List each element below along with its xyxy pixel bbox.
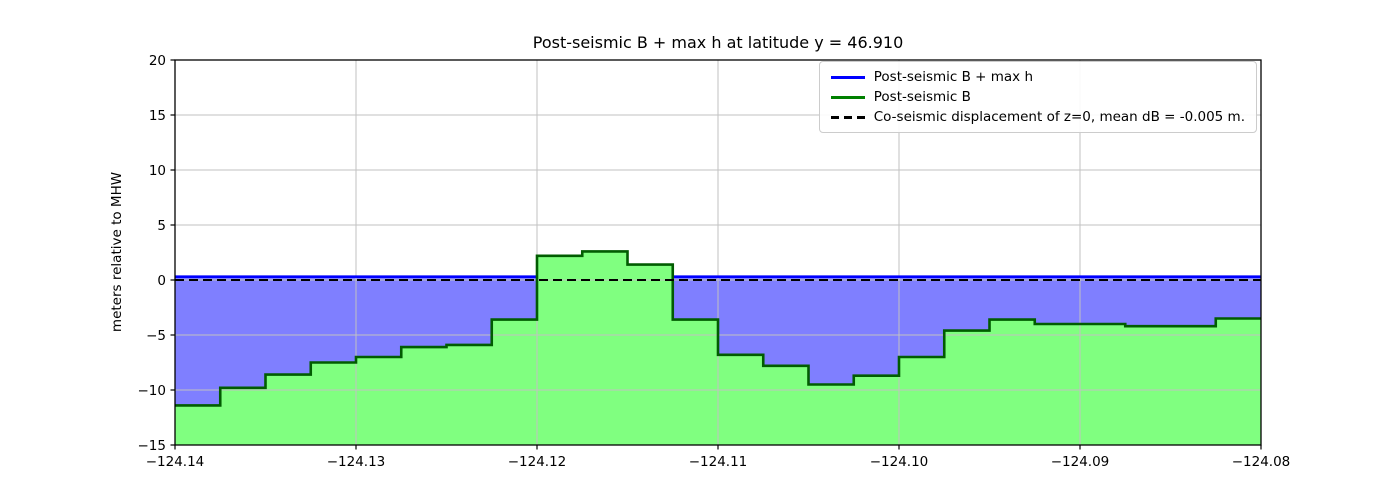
x-tick-label-0: −124.14: [146, 454, 205, 470]
legend-line-sample-green: [830, 95, 865, 99]
y-tick-label-6: −10: [138, 383, 167, 399]
x-tick-label-2: −124.12: [508, 454, 567, 470]
y-tick-label-1: 15: [149, 108, 166, 124]
y-tick-label-3: 5: [157, 218, 166, 234]
legend-label: Post-seismic B + max h: [873, 69, 1034, 85]
y-tick-label-7: −15: [138, 438, 167, 454]
y-tick-label-5: −5: [146, 328, 166, 344]
legend-line-sample-dashed: [830, 115, 865, 119]
y-tick-label-2: 10: [149, 163, 166, 179]
legend-item-b-plus-maxh: Post-seismic B + max h: [830, 69, 1245, 85]
legend-label: Co-seismic displacement of z=0, mean dB …: [873, 109, 1245, 125]
chart-title: Post-seismic B + max h at latitude y = 4…: [532, 33, 904, 52]
post-seismic-b-line: [175, 250, 1261, 407]
legend: Post-seismic B + max h Post-seismic B Co…: [818, 61, 1257, 133]
x-tick-label-6: −124.08: [1232, 454, 1291, 470]
x-tick-label-3: −124.11: [689, 454, 748, 470]
y-tick-label-0: 20: [149, 53, 166, 69]
legend-item-post-seismic-b: Post-seismic B: [830, 89, 1245, 105]
x-tick-label-4: −124.10: [870, 454, 929, 470]
legend-item-coseismic: Co-seismic displacement of z=0, mean dB …: [830, 109, 1245, 125]
y-axis-label: meters relative to MHW: [109, 171, 125, 333]
y-tick-label-4: 0: [157, 273, 166, 289]
legend-label: Post-seismic B: [873, 89, 971, 105]
x-tick-label-5: −124.09: [1051, 454, 1110, 470]
legend-line-sample-blue: [830, 75, 865, 79]
x-tick-label-1: −124.13: [327, 454, 386, 470]
